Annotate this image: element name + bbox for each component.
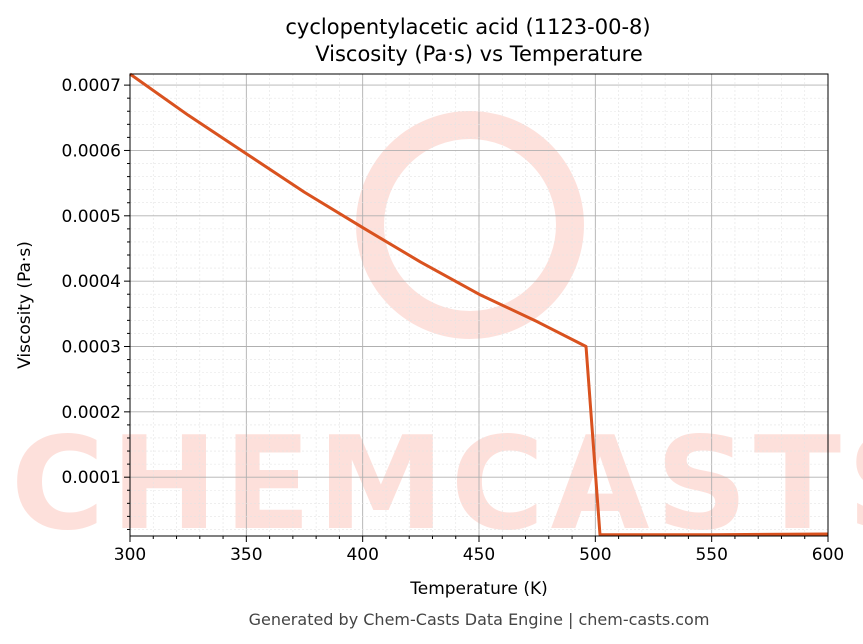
series-line (129, 72, 829, 537)
y-tick-label: 0.0002 (62, 403, 121, 423)
x-tick-label: 550 (695, 545, 727, 565)
x-tick-label: 600 (812, 545, 844, 565)
x-axis-label: Temperature (K) (409, 579, 548, 599)
y-tick-label: 0.0001 (62, 468, 121, 488)
y-tick-label: 0.0005 (62, 207, 121, 227)
footer-credit: Generated by Chem-Casts Data Engine | ch… (249, 610, 710, 629)
y-tick-label: 0.0004 (62, 272, 121, 292)
chart-subtitle: Viscosity (Pa·s) vs Temperature (315, 42, 643, 66)
y-axis-label: Viscosity (Pa·s) (15, 241, 35, 369)
y-tick-label: 0.0003 (62, 337, 121, 357)
chart-title: cyclopentylacetic acid (1123-00-8) (285, 15, 650, 39)
x-tick-label: 350 (230, 545, 262, 565)
x-tick-label: 450 (463, 545, 495, 565)
x-tick-label: 500 (579, 545, 611, 565)
x-tick-label: 300 (114, 545, 146, 565)
y-tick-label: 0.0007 (62, 76, 121, 96)
x-tick-label: 400 (346, 545, 378, 565)
y-tick-label: 0.0006 (62, 141, 121, 161)
